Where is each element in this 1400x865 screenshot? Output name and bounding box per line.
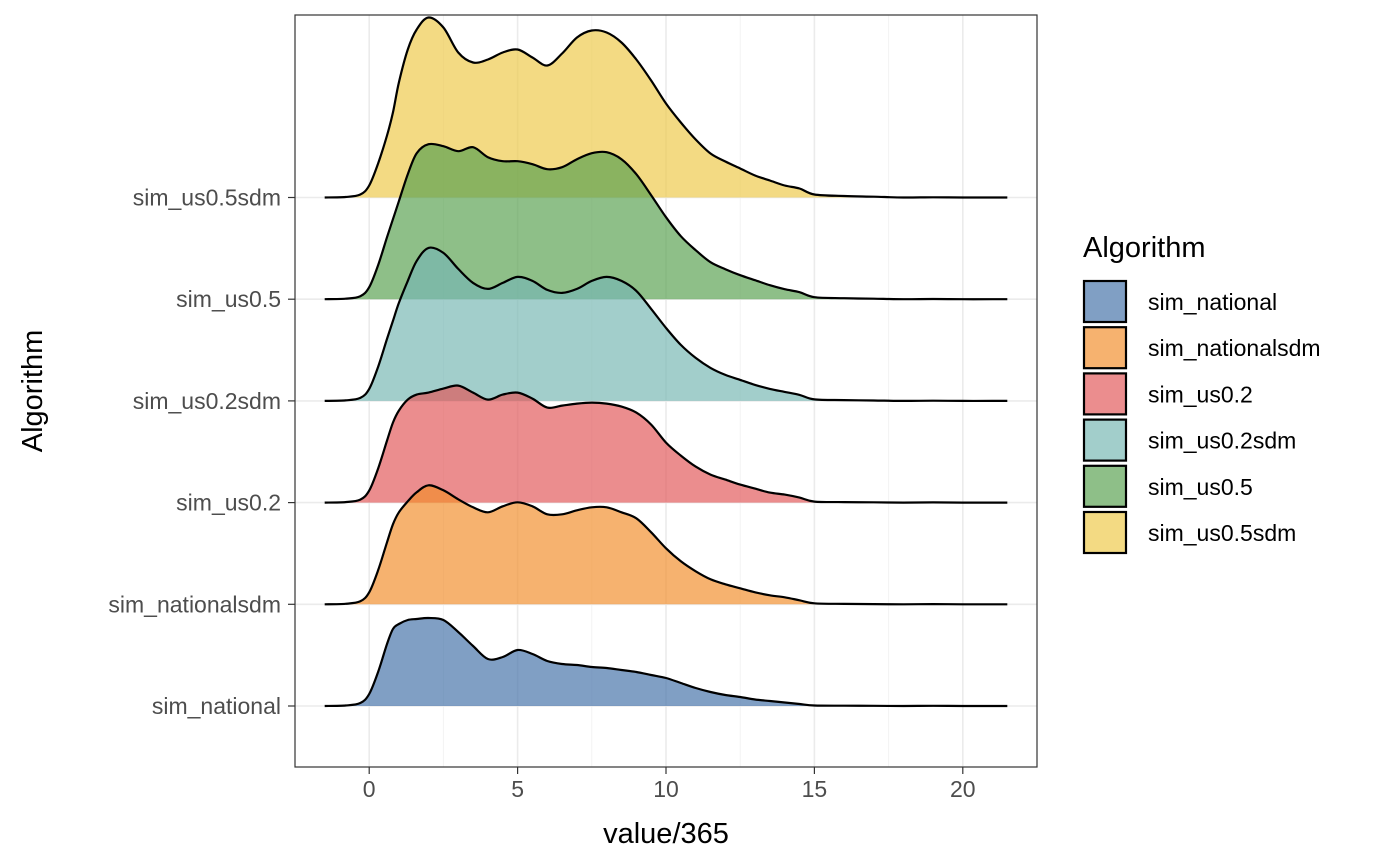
x-tick-label: 10: [653, 776, 679, 802]
x-tick-label: 0: [363, 776, 376, 802]
legend-label: sim_us0.5sdm: [1148, 520, 1296, 546]
x-tick-label: 5: [511, 776, 524, 802]
y-tick-label: sim_national: [152, 693, 281, 719]
legend-title: Algorithm: [1083, 232, 1206, 264]
ridges: [324, 16, 1008, 708]
ridge-fill-sim_us0.5sdm: [324, 17, 1008, 198]
ridge-line-sim_us0.5: [324, 142, 1008, 301]
legend-item: sim_national: [1082, 279, 1277, 324]
y-tick-label: sim_nationalsdm: [108, 591, 281, 617]
legend-label: sim_national: [1148, 289, 1277, 315]
legend-key: [1082, 279, 1128, 324]
y-tick-label: sim_us0.5: [176, 286, 281, 312]
ridge-fill-sim_us0.5: [324, 143, 1008, 300]
legend-key: [1082, 326, 1128, 370]
ridge-sim_national: [324, 616, 1008, 708]
ridge-line-sim_us0.5sdm: [324, 16, 1008, 199]
y-axis: sim_national sim_nationalsdm sim_us0.2 sim_…: [108, 185, 295, 719]
ridge-sim_us0.5sdm: [324, 16, 1008, 199]
legend-key: [1082, 372, 1128, 416]
y-axis-title: Algorithm: [17, 330, 49, 453]
ridge-fill-sim_us0.2sdm: [324, 247, 1008, 401]
legend-item: sim_us0.2sdm: [1082, 418, 1296, 462]
ridge-line-sim_national: [324, 616, 1008, 708]
legend-item: sim_us0.5: [1082, 464, 1253, 508]
ridge-sim_us0.2: [324, 384, 1008, 504]
ridge-fill-sim_national: [324, 617, 1008, 707]
x-tick-label: 20: [950, 776, 976, 802]
x-axis-title: value/365: [603, 818, 729, 850]
x-axis: 0 5 10 15 20: [363, 767, 976, 802]
y-tick-label: sim_us0.5sdm: [133, 185, 281, 211]
legend-item: sim_us0.5sdm: [1082, 510, 1296, 555]
ridge-line-sim_us0.2sdm: [324, 246, 1008, 403]
legend: Algorithm sim_national sim_nationalsdmsim…: [1082, 232, 1321, 555]
legend-key: [1082, 418, 1128, 462]
y-tick-label: sim_us0.2: [176, 490, 281, 516]
legend-item: sim_us0.2: [1082, 372, 1253, 416]
legend-label: sim_nationalsdm: [1148, 335, 1321, 361]
legend-label: sim_us0.2: [1148, 381, 1253, 407]
legend-item: sim_nationalsdm: [1082, 326, 1321, 370]
ridge-sim_nationalsdm: [324, 484, 1008, 606]
legend-key: [1082, 510, 1128, 555]
x-tick-label: 15: [802, 776, 828, 802]
ridge-line-sim_us0.2: [324, 384, 1008, 504]
legend-key: [1082, 464, 1128, 508]
legend-label: sim_us0.5: [1148, 474, 1253, 500]
ridge-sim_us0.2sdm: [324, 246, 1008, 403]
ridge-fill-sim_nationalsdm: [324, 485, 1008, 605]
ridge-line-sim_nationalsdm: [324, 484, 1008, 606]
y-tick-label: sim_us0.2sdm: [133, 388, 281, 414]
ridge-sim_us0.5: [324, 142, 1008, 301]
legend-label: sim_us0.2sdm: [1148, 428, 1296, 454]
